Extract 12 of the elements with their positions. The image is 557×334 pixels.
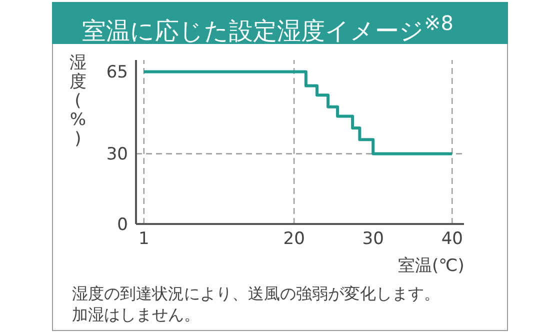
x-axis-title: 室温(℃) (398, 255, 464, 277)
text: 加湿はしません。 (72, 304, 201, 325)
y-tick-label: 65 (106, 62, 128, 83)
y-tick-label: 30 (106, 144, 128, 165)
y-tick-label: 0 (117, 215, 128, 236)
x-tick-label: 1 (138, 229, 150, 250)
chart-title: 室温に応じた設定湿度イメージ$^{※8}$ (52, 2, 508, 45)
x-tick-label: 30 (362, 229, 384, 250)
text: 湿度の到達状況により、送風の強弱が変化します。 (72, 283, 440, 304)
x-tick-label: 40 (441, 229, 463, 250)
y-axis-title: 湿度(%) (68, 53, 88, 149)
x-tick-label: 20 (283, 229, 305, 250)
